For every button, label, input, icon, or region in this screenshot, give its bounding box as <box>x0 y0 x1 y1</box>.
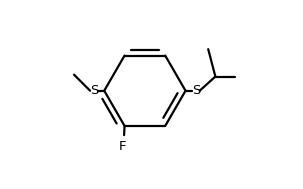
Text: S: S <box>192 84 200 97</box>
Text: F: F <box>119 140 126 153</box>
Text: S: S <box>90 84 98 97</box>
